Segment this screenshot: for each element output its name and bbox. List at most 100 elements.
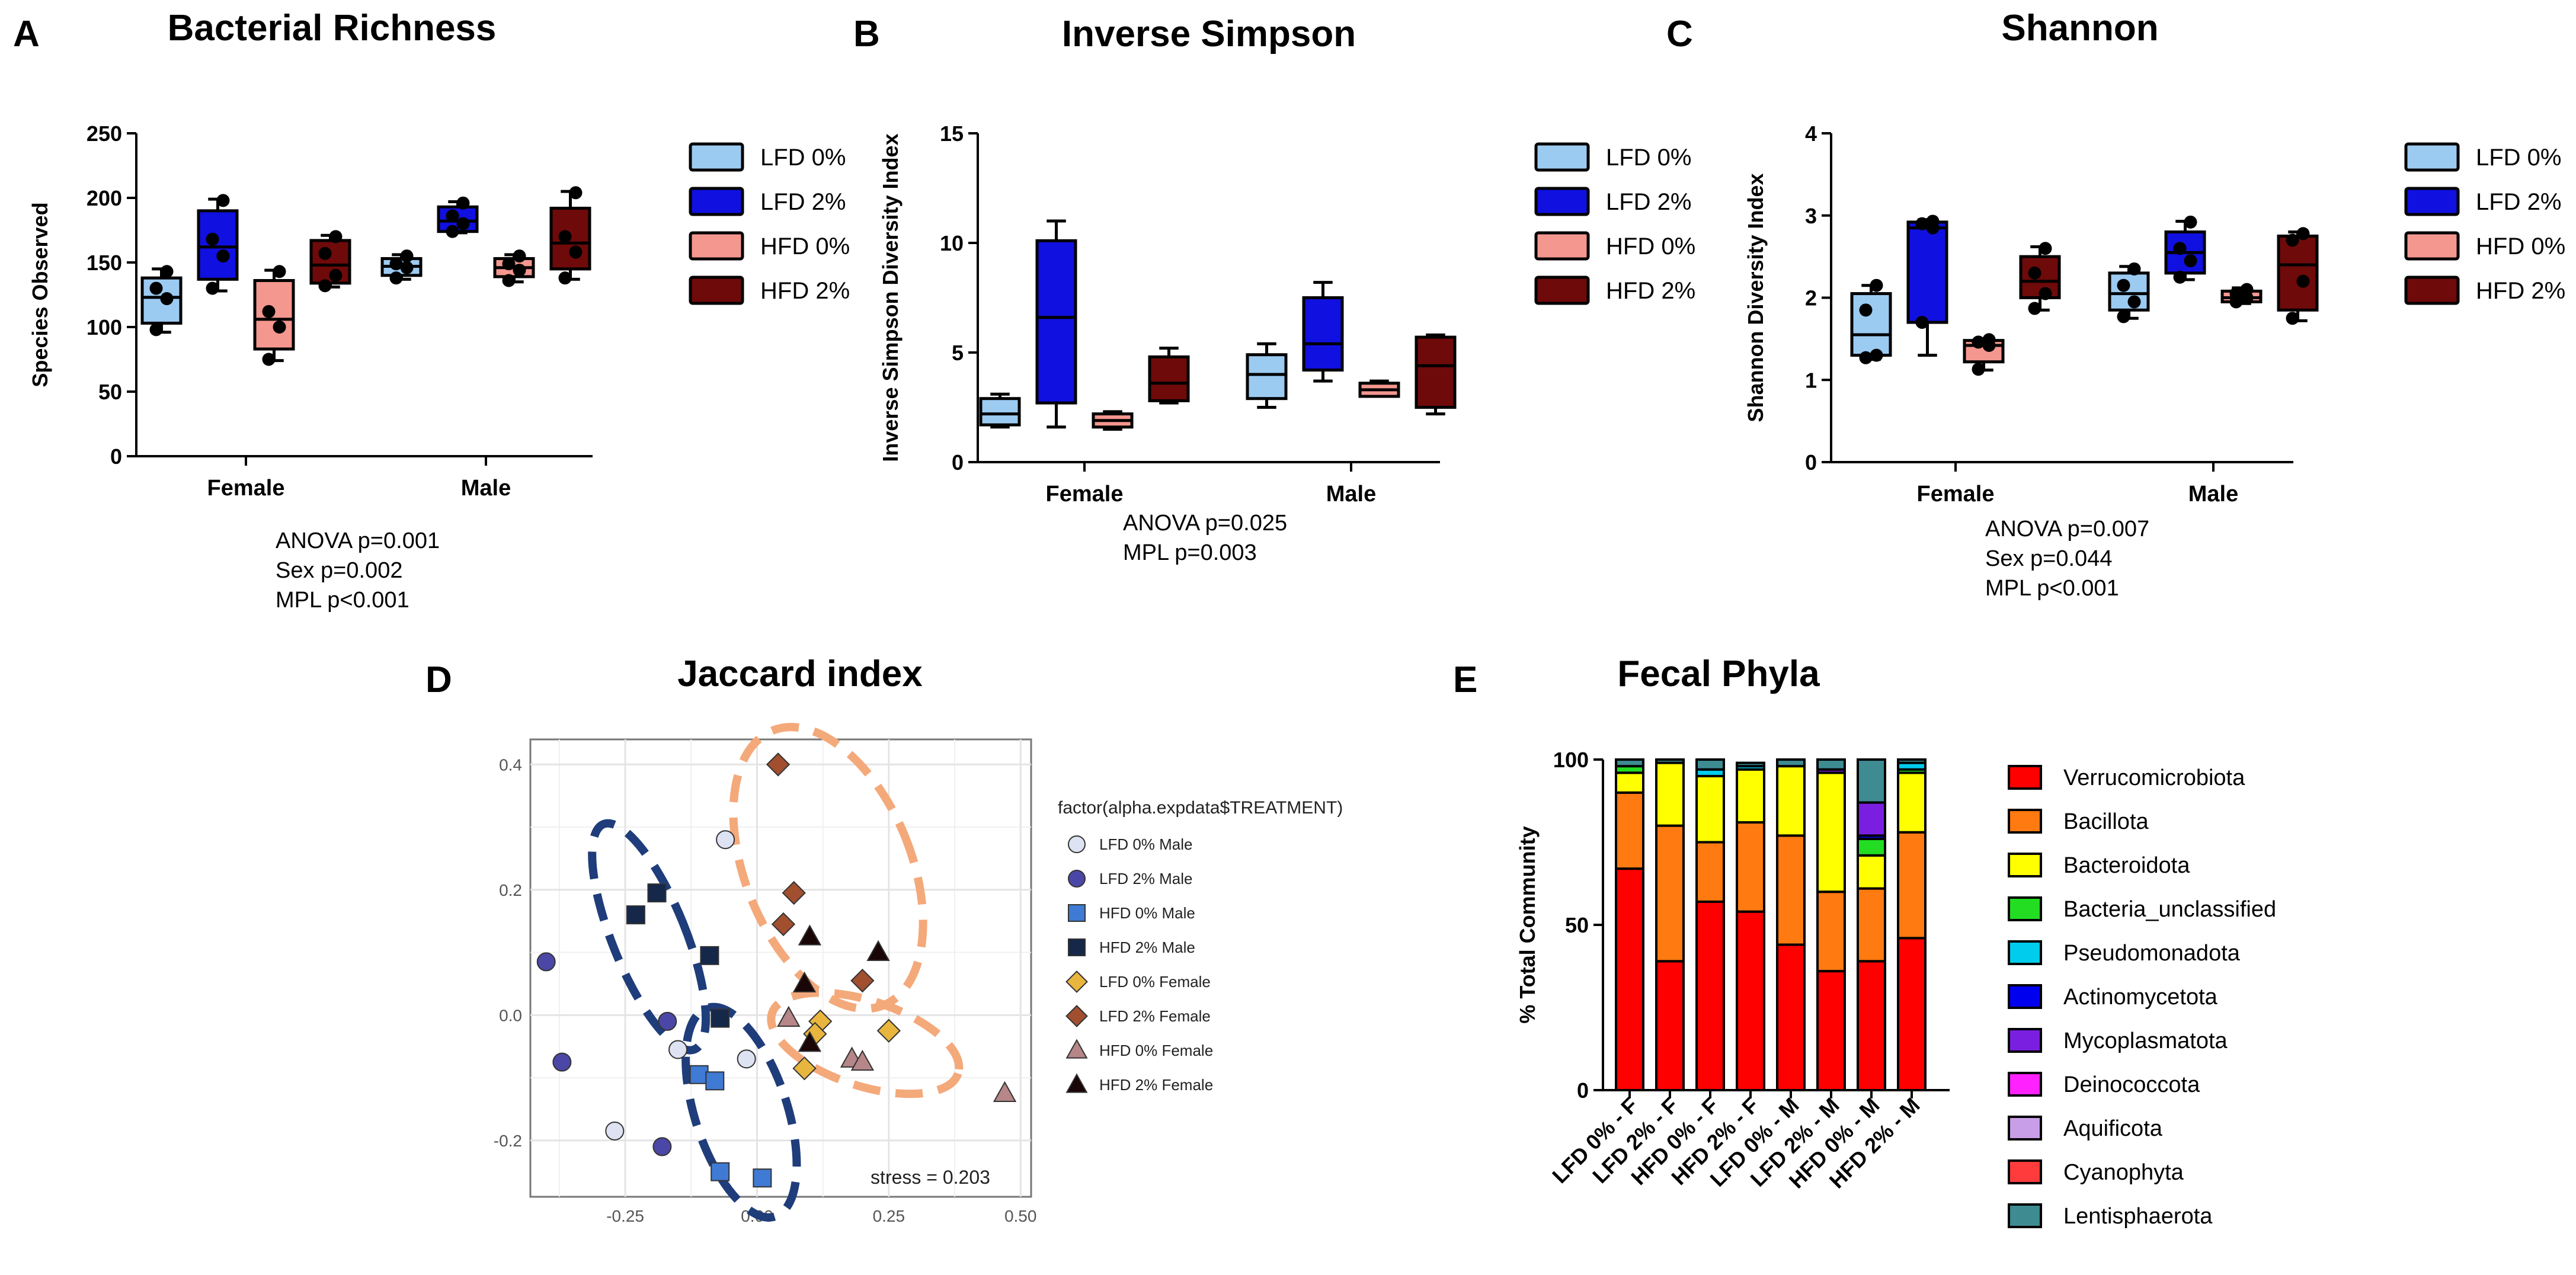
box-hfd-2-female-point (329, 230, 343, 244)
point-lfd-2-female (771, 912, 796, 937)
legend-label-hfd-0: HFD 0% (1606, 233, 1695, 260)
bar-segment-bacteroidota-hfd-0-f (1695, 774, 1725, 844)
panel-title-d: Jaccard index (677, 653, 923, 694)
legend-label-actinomycetota: Actinomycetota (2063, 985, 2218, 1010)
legend-label-lentisphaerota: Lentisphaerota (2063, 1204, 2213, 1229)
y-tick-label: 50 (98, 380, 122, 404)
point-lfd-0-male (716, 830, 735, 850)
x-tick-label-female: Female (1046, 482, 1124, 507)
box-lfd-0-female-point (160, 292, 174, 306)
bar-segment-verrucomicrobiota-lfd-2-f (1655, 960, 1685, 1091)
legend-swatch-mycoplasmatota (2008, 1028, 2042, 1053)
box-lfd-2-female-point (1915, 217, 1929, 230)
legend-label-hfd-2: HFD 2% (760, 278, 850, 304)
bar-segment-lentisphaerota-lfd-0-m (1776, 758, 1806, 768)
box-lfd-2-male-point (446, 209, 459, 223)
stats-c-line-2: Sex p=0.044 (1985, 546, 2112, 571)
bar-segment-lentisphaerota-hfd-0-f (1695, 758, 1725, 771)
bar-segment-bacteroidota-lfd-2-m (1816, 771, 1846, 893)
legend-marker-hfd-2-male (1068, 938, 1086, 956)
legend-swatch-lfd-2 (1534, 187, 1590, 216)
legend-swatch-hfd-2 (689, 275, 744, 305)
point-hfd-0-female (993, 1081, 1017, 1103)
legend-label-hfd-0: HFD 0% (760, 233, 850, 260)
stats-c-line-3: MPL p<0.001 (1985, 576, 2119, 601)
bar-segment-bacillota-lfd-2-m (1816, 890, 1846, 973)
legend-label-lfd-2: LFD 2% (1606, 189, 1692, 215)
stats-a-line-2: Sex p=0.002 (276, 558, 402, 583)
box-lfd-2-male-point (456, 217, 470, 230)
legend-label-hfd-2-female: HFD 2% Female (1099, 1076, 1213, 1094)
legend-label-lfd-2: LFD 2% (760, 189, 846, 215)
legend-swatch-bacillota (2008, 809, 2042, 834)
legend-swatch-hfd-0 (2404, 231, 2460, 261)
legend-label-lfd-0-male: LFD 0% Male (1099, 835, 1193, 853)
bar-segment-bacteroidota-hfd-0-m (1857, 854, 1886, 890)
bar-segment-bacillota-lfd-2-f (1655, 824, 1685, 963)
box-lfd-2-male (1302, 296, 1344, 372)
point-hfd-2-female (866, 940, 890, 962)
point-lfd-2-female (782, 880, 806, 905)
panel-letter-d: D (425, 659, 452, 700)
legend-label-verrucomicrobiota: Verrucomicrobiota (2063, 765, 2245, 790)
point-hfd-2-male (700, 946, 719, 965)
legend-label-lfd-2-male: LFD 2% Male (1099, 870, 1193, 888)
point-hfd-0-female (850, 1049, 875, 1071)
bar-segment-lentisphaerota-lfd-2-m (1816, 758, 1846, 771)
y-tick-label: 150 (87, 251, 122, 275)
legend-swatch-lfd-0 (2404, 142, 2460, 172)
bar-segment-verrucomicrobiota-hfd-0-f (1695, 900, 1725, 1091)
box-lfd-0-female-point (160, 265, 174, 278)
box-hfd-2-male-point (558, 230, 572, 244)
box-lfd-0-male (2108, 271, 2150, 312)
box-chart-bacterial-richness: 0 50 100 150 200 250 Species Observed Female Mal… (28, 121, 850, 501)
x-tick-label-male: Male (1326, 482, 1376, 507)
bar-segment-verrucomicrobiota-hfd-0-m (1857, 960, 1886, 1091)
y-tick-label: 15 (940, 121, 964, 146)
x-tick-label: 0.25 (873, 1207, 905, 1225)
bar-segment-verrucomicrobiota-lfd-0-f (1615, 867, 1644, 1091)
box-lfd-2-female-point (1926, 214, 1940, 228)
box-lfd-0-male-point (400, 249, 414, 263)
x-tick-label-female: Female (1917, 482, 1995, 507)
y-tick-label: 2 (1805, 286, 1817, 310)
bar-segment-bacillota-hfd-2-f (1736, 821, 1765, 913)
bar-segment-lentisphaerota-lfd-0-f (1615, 758, 1644, 768)
box-hfd-0-female (253, 279, 295, 351)
cluster-outline-lfd2-hfd2-male (588, 819, 711, 1055)
box-hfd-0-male-point (502, 274, 516, 287)
bar-segment-lentisphaerota-hfd-2-f (1736, 761, 1765, 768)
box-hfd-2-female-point (329, 268, 343, 282)
point-hfd-2-female (798, 924, 822, 946)
legend-marker-lfd-2-male (1068, 870, 1086, 888)
box-lfd-2-female (1035, 239, 1077, 405)
legend-label-bacillota: Bacillota (2063, 809, 2149, 834)
point-hfd-0-male (711, 1162, 730, 1181)
bar-segment-bacillota-lfd-0-m (1776, 834, 1806, 946)
y-tick-label: 0.4 (499, 755, 522, 774)
box-lfd-0-female-point (1859, 351, 1873, 364)
legend-marker-lfd-2-female (1065, 1005, 1088, 1027)
legend-label-hfd-2: HFD 2% (2476, 278, 2565, 304)
y-axis-label: Species Observed (28, 202, 52, 387)
legend-label-bacteroidota: Bacteroidota (2063, 853, 2190, 878)
y-tick-label: 4 (1805, 121, 1817, 146)
y-tick-label: 0 (952, 450, 964, 475)
box-chart-shannon: 0 1 2 3 4 Shannon Diversity Index Female Male LF… (1743, 121, 2565, 507)
box-hfd-2-male (2277, 234, 2319, 312)
bar-segment-bacillota-lfd-0-f (1615, 791, 1644, 870)
box-lfd-2-female-point (216, 249, 230, 263)
box-lfd-2-female (1906, 220, 1948, 324)
legend-swatch-hfd-2 (2404, 275, 2460, 305)
y-tick-label: 250 (87, 121, 122, 146)
legend-swatch-deinococcota (2008, 1072, 2042, 1097)
y-tick-label: 0 (1805, 450, 1817, 475)
legend-label-lfd-0: LFD 0% (1606, 145, 1692, 171)
box-lfd-0-male (1246, 353, 1288, 401)
legend-swatch-bacteria-unclassified (2008, 896, 2042, 921)
box-hfd-0-male-point (513, 264, 526, 277)
box-hfd-2-male-point (2296, 274, 2310, 288)
box-lfd-2-male-point (2184, 215, 2197, 229)
stats-c-line-1: ANOVA p=0.007 (1985, 517, 2149, 542)
